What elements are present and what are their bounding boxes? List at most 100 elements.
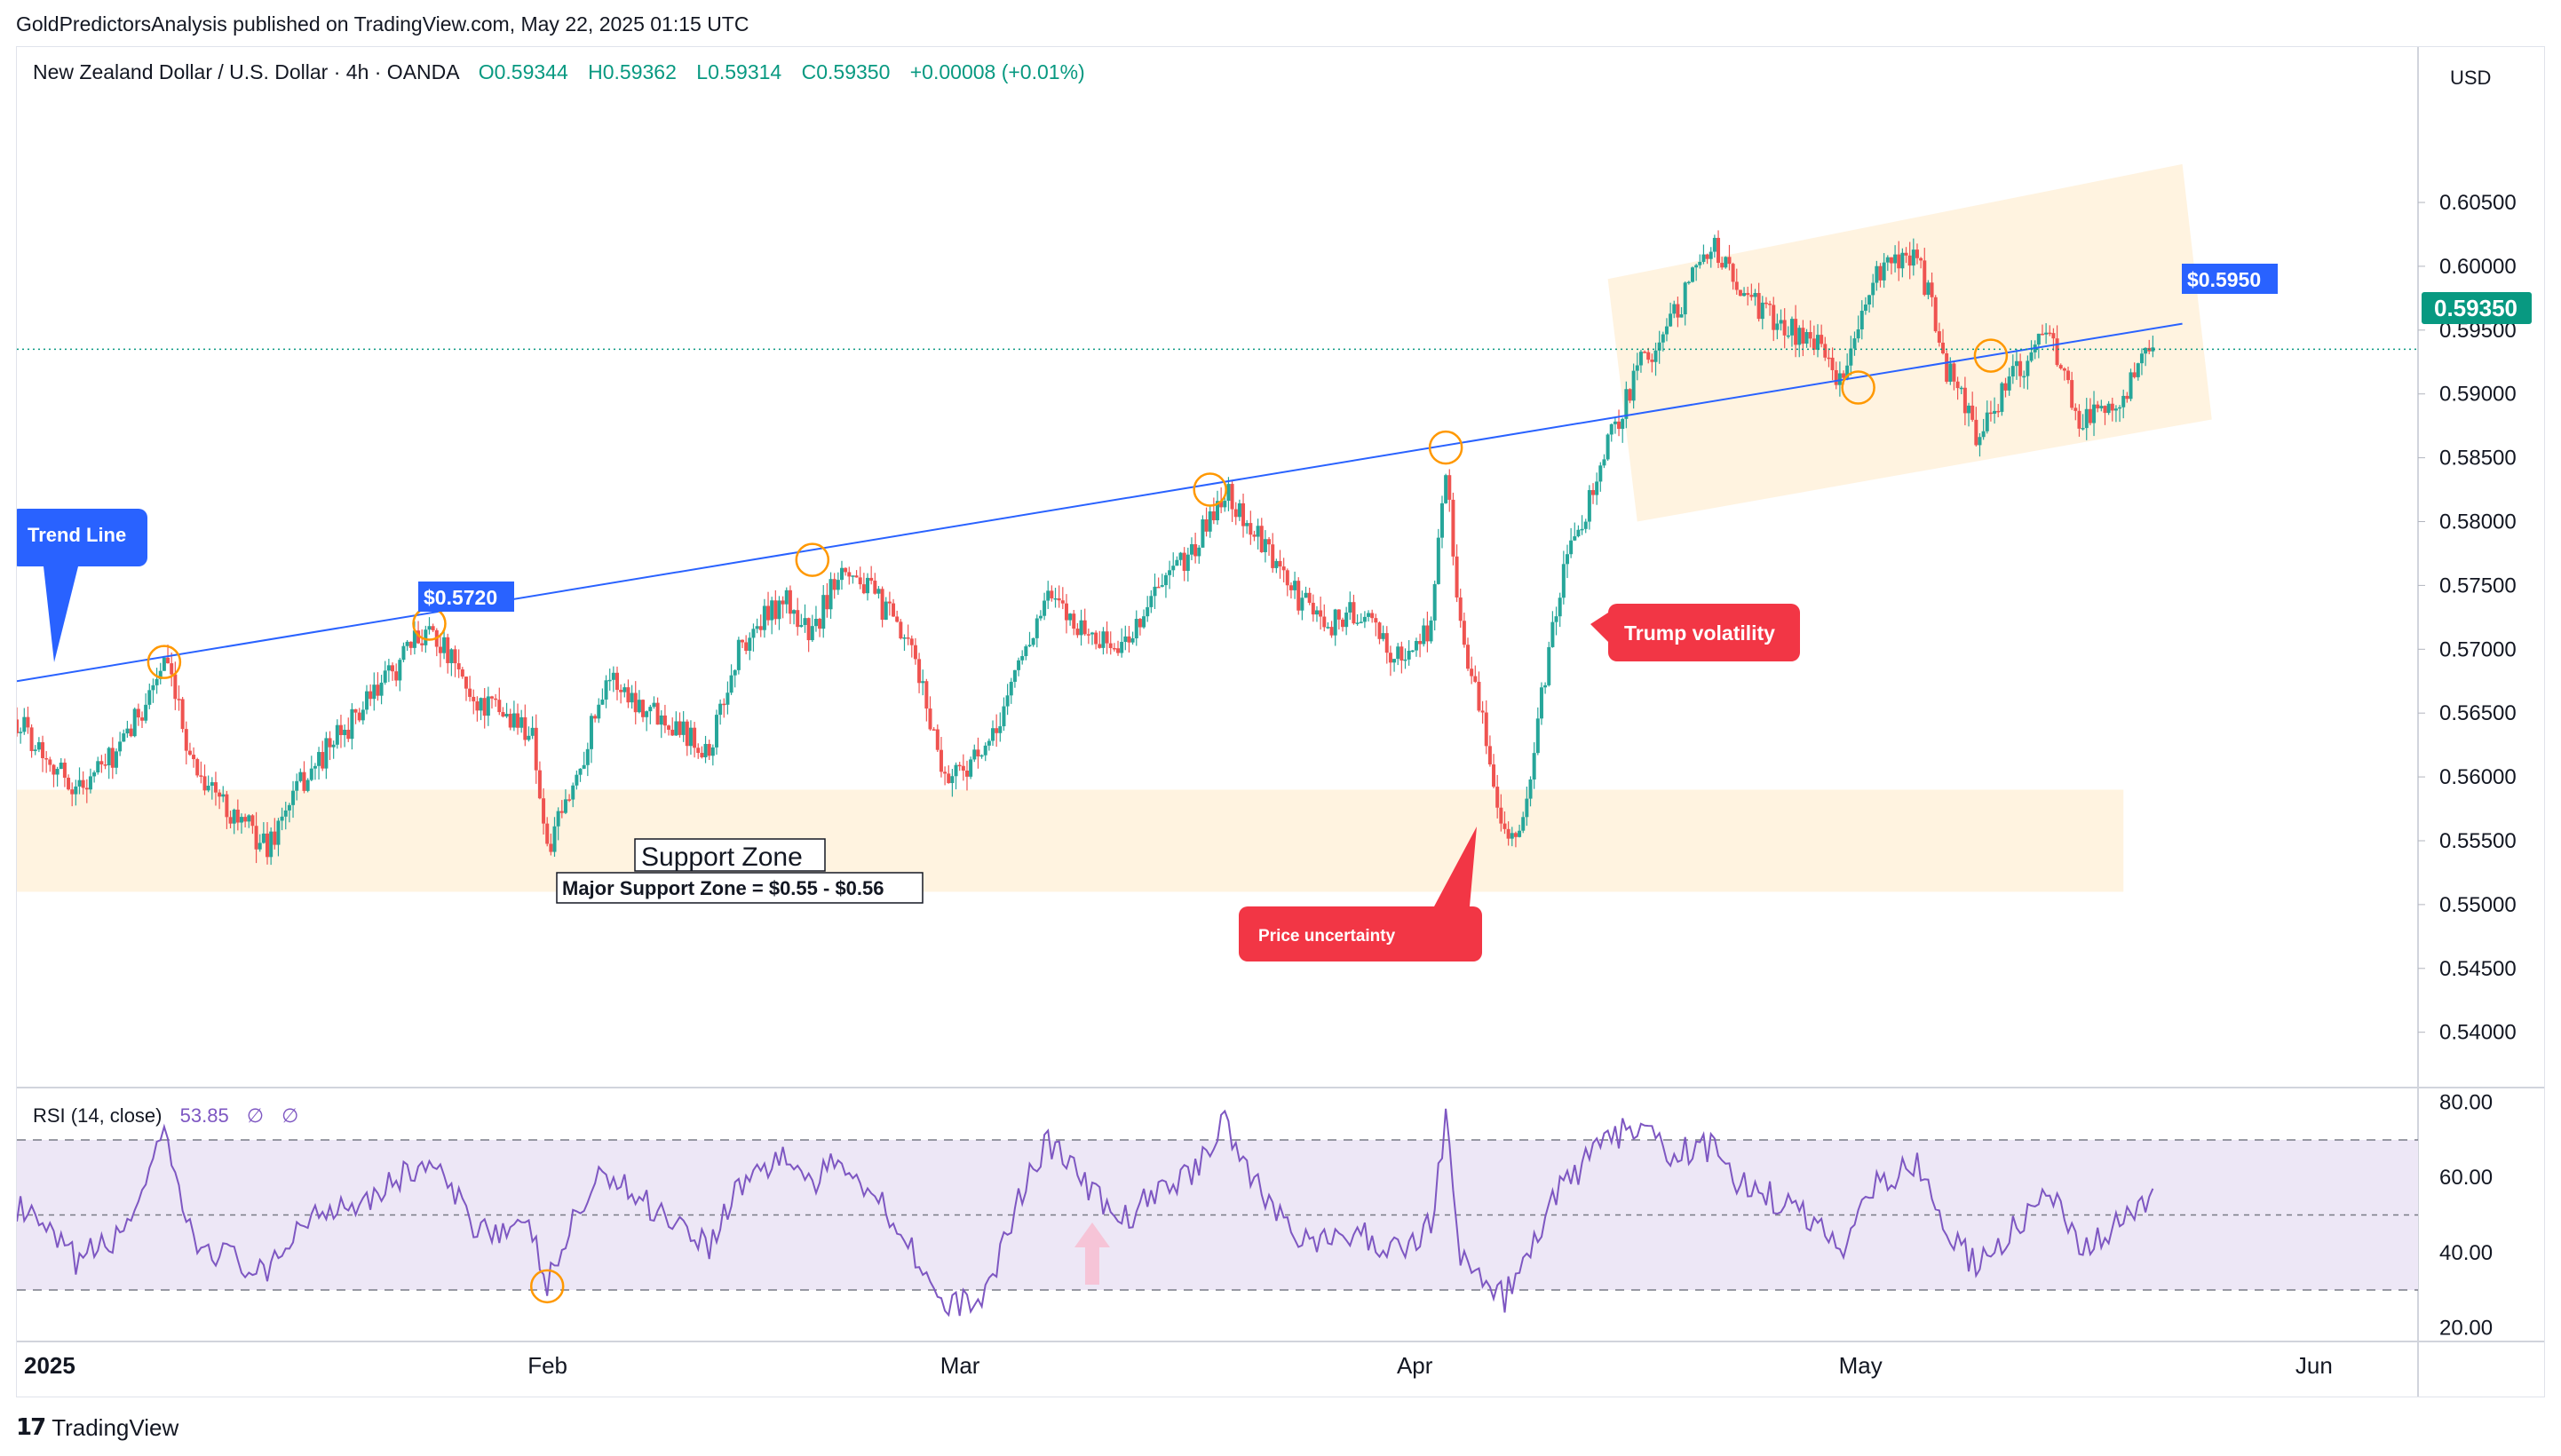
candle-body (155, 678, 159, 685)
time-tick-label: Jun (2295, 1352, 2333, 1379)
candle-body (803, 618, 807, 625)
candle-body (2044, 332, 2049, 335)
candle-body (575, 774, 579, 786)
candle-body (1930, 282, 1934, 297)
candle-body (247, 815, 251, 822)
price-tick-label: 0.60500 (2439, 191, 2517, 215)
candle-body (1403, 659, 1407, 661)
tradingview-logo[interactable]: 17 TradingView (16, 1412, 178, 1444)
candle-body (1583, 521, 1588, 529)
current-price-tag: 0.59350 (2422, 292, 2532, 324)
candle-body (943, 772, 947, 774)
candle-body (1859, 311, 1864, 329)
candle-body (530, 727, 535, 736)
candle-body (2129, 372, 2133, 400)
candle-body (537, 770, 542, 799)
candle-body (1223, 501, 1227, 508)
chart-svg[interactable]: 0.605000.600000.595000.590000.585000.580… (10, 47, 2544, 1397)
candle-body (880, 589, 884, 621)
candle-body (799, 624, 804, 628)
candle-body (813, 619, 818, 627)
candle-body (947, 773, 951, 784)
chart-frame[interactable]: 0.60500 0.60000 0.59500 0.59000 0.58500 0.580… (10, 46, 2545, 1397)
candle-body (173, 674, 178, 700)
candle-body (1823, 344, 1828, 358)
candle-body (132, 708, 137, 737)
candle-body (516, 713, 520, 728)
candle-body (1679, 314, 1684, 318)
rsi-extra-1: ∅ (247, 1104, 264, 1127)
candle-body (1506, 828, 1510, 839)
candle-body (1797, 328, 1802, 345)
candle-body (2007, 376, 2011, 391)
price-tick-label: 0.57000 (2439, 637, 2517, 661)
candle-body (615, 672, 619, 690)
candle-body (357, 712, 361, 721)
candle-body (225, 794, 229, 818)
candle-body (1414, 641, 1418, 651)
candle-body (1038, 615, 1043, 619)
candle-body (1256, 526, 1260, 537)
candle-body (2084, 408, 2089, 429)
candle-body (887, 601, 892, 604)
svg-text:New Zealand Dollar / U.S. Doll: New Zealand Dollar / U.S. Dollar · 4h · … (33, 60, 1085, 83)
candle-body (773, 600, 778, 620)
candle-body (254, 826, 258, 850)
candle-body (99, 761, 104, 765)
candle-body (1565, 554, 1569, 565)
candle-body (1307, 592, 1312, 603)
candle-body (1367, 613, 1371, 617)
trend-line-callout[interactable]: Trend Line (10, 509, 147, 662)
candle-body (199, 775, 203, 777)
candle-body (151, 684, 155, 691)
candle-body (648, 707, 653, 712)
candle-body (166, 657, 170, 664)
candle-body (969, 759, 973, 777)
candle-body (1252, 534, 1257, 537)
time-tick-label: Feb (527, 1352, 567, 1379)
candle-body (781, 600, 785, 605)
rsi-label: RSI (14, close) (33, 1104, 163, 1127)
trump-volatility-callout[interactable]: Trump volatility (1590, 604, 1800, 661)
candle-body (258, 843, 262, 850)
candle-body (1384, 633, 1389, 653)
candle-body (331, 744, 336, 748)
candle-body (909, 638, 914, 645)
price-uncertainty-callout[interactable]: Price uncertainty (1239, 827, 1482, 961)
candle-body (1503, 823, 1507, 829)
candle-body (777, 600, 781, 620)
candle-body (1661, 334, 1665, 343)
candle-body (1775, 323, 1780, 330)
candle-body (1521, 817, 1526, 831)
candle-body (869, 577, 874, 582)
candle-body (1326, 627, 1330, 629)
candle-body (1842, 373, 1846, 378)
candle-body (1259, 526, 1264, 552)
candle-body (464, 677, 468, 689)
candle-body (1885, 257, 1890, 263)
candle-body (15, 719, 19, 733)
candle-body (1631, 370, 1636, 401)
candle-body (1300, 597, 1304, 611)
touch-point-circle (1193, 472, 1227, 507)
candle-body (2099, 406, 2104, 408)
time-tick-label: May (1839, 1352, 1883, 1379)
candle-body (280, 816, 284, 821)
candle-body (1425, 625, 1430, 642)
candle-body (213, 782, 218, 793)
candle-body (1816, 335, 1820, 350)
candle-body (839, 567, 844, 581)
support-zone-title: Support Zone (641, 843, 803, 872)
candle-body (2077, 410, 2081, 429)
candle-body (309, 768, 313, 780)
candle-body (383, 670, 387, 683)
candle-body (302, 772, 306, 791)
candle-body (1156, 586, 1161, 589)
candle-body (1676, 304, 1680, 318)
candle-body (821, 595, 826, 629)
candle-body (1690, 267, 1694, 282)
candle-body (1638, 352, 1643, 366)
candle-body (1079, 620, 1083, 636)
candle-body (1643, 352, 1647, 353)
candle-body (1278, 560, 1282, 567)
